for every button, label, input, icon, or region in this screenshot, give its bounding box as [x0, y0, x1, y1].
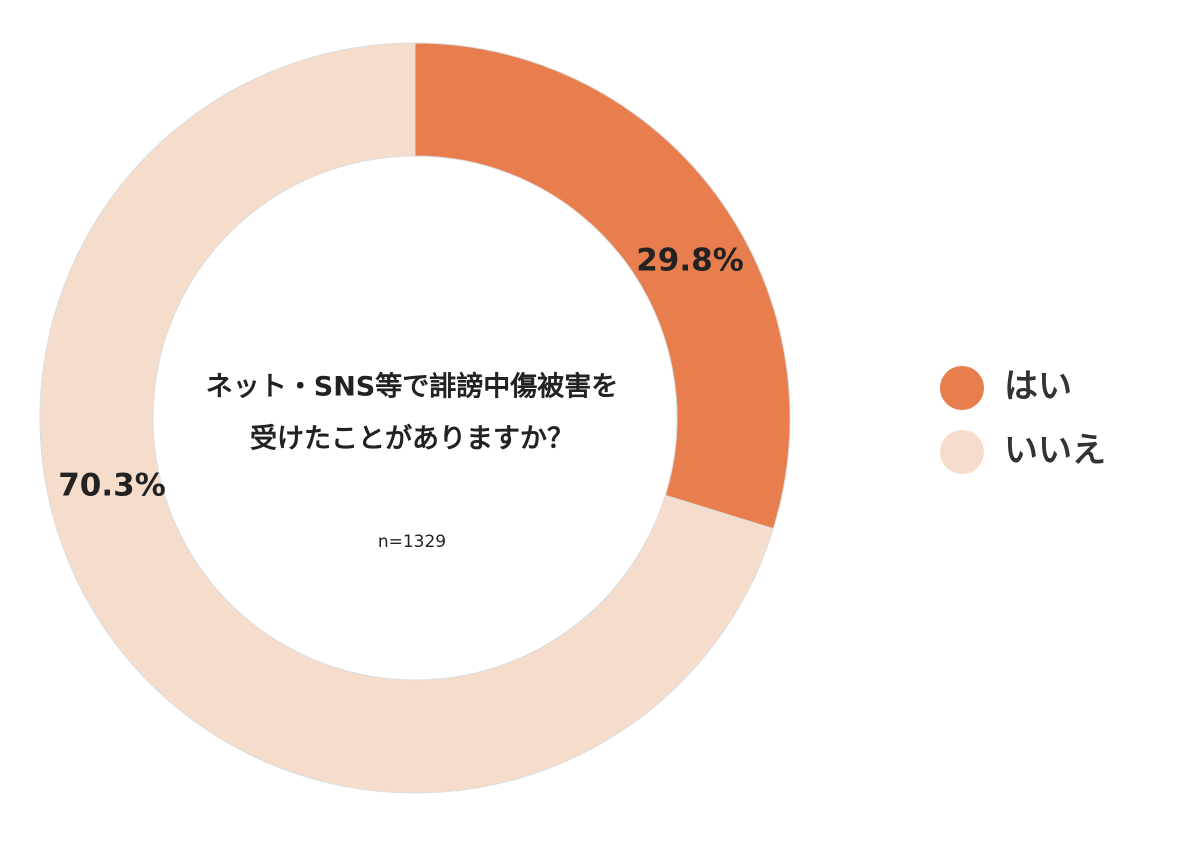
value-label: 70.3%: [58, 468, 166, 504]
donut-slice: [39, 42, 774, 794]
sample-size: n=1329: [378, 532, 446, 552]
donut-slice: [414, 42, 791, 530]
legend-label: はい: [1004, 367, 1072, 407]
legend-swatch: [940, 430, 984, 474]
donut: [39, 42, 791, 794]
legend-swatch: [940, 366, 984, 410]
chart-title-line: ネット・SNS等で誹謗中傷被害を: [206, 371, 619, 403]
chart-title-line: 受けたことがありますか？: [250, 423, 574, 455]
value-label: 29.8%: [636, 243, 744, 279]
legend-label: いいえ: [1004, 431, 1106, 471]
